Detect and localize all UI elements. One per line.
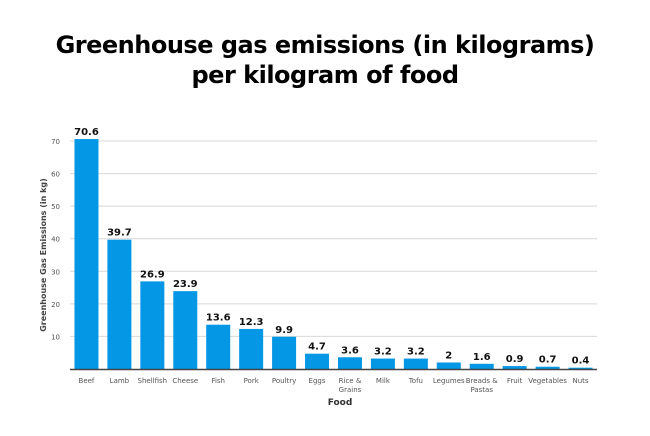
data-label: 2: [445, 350, 452, 361]
chart-title: Greenhouse gas emissions (in kilograms) …: [0, 30, 650, 90]
y-tick-label: 60: [51, 171, 60, 179]
bar: [337, 357, 362, 369]
data-label: 39.7: [107, 228, 132, 239]
bar: [173, 291, 198, 369]
x-tick-label: Shellfish: [138, 377, 168, 385]
bar: [403, 358, 428, 369]
data-label: 9.9: [275, 325, 293, 336]
x-tick-label: Lamb: [110, 377, 130, 385]
data-label: 70.6: [74, 127, 99, 138]
x-tick-label: Poultry: [272, 377, 296, 385]
x-tick-label: Fruit: [507, 377, 523, 385]
data-label: 4.7: [308, 342, 326, 353]
data-label: 3.2: [374, 347, 392, 358]
y-tick-label: 30: [51, 268, 60, 276]
bar: [140, 281, 165, 369]
x-tick-label: Tofu: [408, 377, 423, 385]
data-label: 3.6: [341, 345, 359, 356]
y-tick-label: 10: [51, 333, 60, 341]
bar: [469, 363, 494, 369]
data-label: 0.9: [506, 354, 524, 365]
y-axis-label: Greenhouse Gas Emissions (in kg): [39, 178, 48, 332]
x-tick-label: Pork: [244, 377, 260, 385]
data-label: 1.6: [473, 352, 491, 363]
bar: [568, 367, 593, 369]
bar: [305, 353, 330, 369]
y-tick-label: 70: [51, 138, 60, 146]
chart-title-line1: Greenhouse gas emissions (in kilograms): [55, 31, 595, 59]
bar: [206, 324, 231, 369]
x-tick-label: Cheese: [172, 377, 198, 385]
bar: [272, 336, 297, 369]
bar: [502, 366, 527, 369]
data-label: 23.9: [173, 279, 198, 290]
bars: 70.6 Beef 39.7 Lamb 26.9 Shellfish 23.9 Cheese 1…: [74, 127, 593, 394]
y-tick-label: 50: [51, 203, 60, 211]
bar: [107, 239, 132, 369]
data-label: 26.9: [140, 269, 165, 280]
x-tick-label: Nuts: [572, 377, 588, 385]
bar: [74, 139, 99, 369]
bar: [535, 366, 560, 369]
x-axis-label: Food: [328, 398, 353, 408]
x-tick-label: Fish: [211, 377, 225, 385]
data-label: 12.3: [239, 317, 264, 328]
data-label: 0.4: [572, 356, 590, 367]
x-tick-label: Breads & Pastas: [466, 377, 498, 394]
data-label: 3.2: [407, 347, 425, 358]
y-tick-label: 40: [51, 236, 60, 244]
bar: [436, 362, 461, 369]
gridlines: 10 20 30 40 50 60 70: [51, 138, 597, 341]
x-tick-label: Legumes: [433, 377, 465, 385]
bar: [370, 358, 395, 369]
data-label: 13.6: [206, 313, 231, 324]
y-tick-label: 20: [51, 301, 60, 309]
chart-title-line2: per kilogram of food: [191, 61, 459, 89]
x-tick-label: Eggs: [309, 377, 326, 385]
data-label: 0.7: [539, 355, 557, 366]
x-tick-label: Milk: [376, 377, 391, 385]
x-tick-label: Vegetables: [528, 377, 567, 385]
x-tick-label: Beef: [79, 377, 95, 385]
bar: [239, 328, 264, 369]
x-tick-label: Rice & Grains: [339, 377, 362, 394]
